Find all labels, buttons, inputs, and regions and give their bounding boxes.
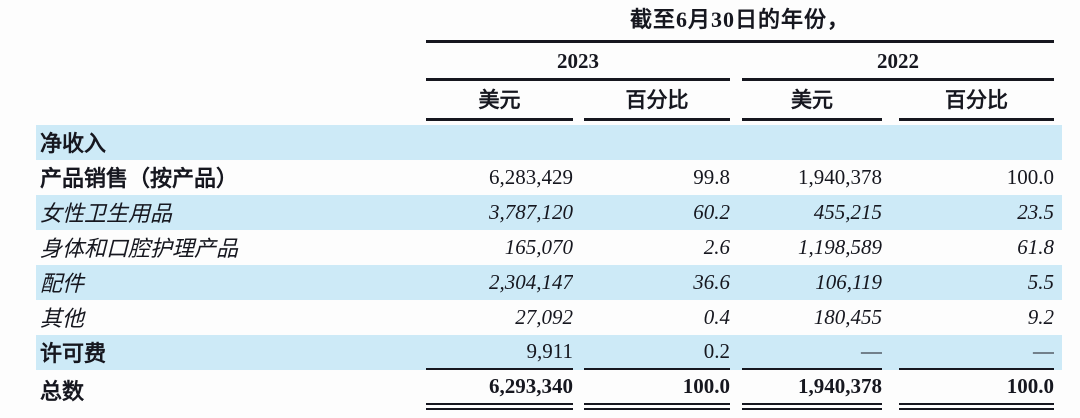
column-header-row: 美元 百分比 美元 百分比: [36, 81, 1062, 121]
usd-2022-value: 1,198,589: [798, 234, 882, 259]
pct-2023-value: 0.2: [584, 335, 730, 370]
usd-2023-value: 165,070: [504, 234, 573, 259]
usd-2022-value: 455,215: [813, 199, 882, 224]
pct-2022-value: 61.8: [1017, 234, 1054, 259]
table-row-total: 总数 6,293,340 100.0 1,940,378 100.0: [36, 370, 1062, 410]
pct-2022-value: 23.5: [1017, 199, 1054, 224]
table-body: 净收入 产品销售（按产品） 6,283,429 99.8 1,940,378 1…: [36, 124, 1062, 410]
pct-2023-value: 60.2: [693, 199, 730, 224]
table-title-row: 截至6月30日的年份，: [36, 5, 1062, 44]
usd-2023-value: 6,293,340: [426, 370, 573, 410]
pct-2022-value: 100.0: [899, 370, 1054, 410]
table-row-other: 其他 27,092 0.4 180,455 9.2: [36, 300, 1062, 335]
usd-2023-value: 9,911: [426, 335, 573, 370]
pct-2022-value: —: [899, 335, 1054, 370]
pct-2023-value: [584, 125, 730, 160]
table-row-net-revenue: 净收入: [36, 124, 1062, 160]
column-header-usd-2022: 美元: [742, 81, 882, 121]
usd-2022-value: 1,940,378: [798, 164, 882, 189]
pct-2023-value: 36.6: [693, 269, 730, 294]
pct-2022-value: 5.5: [1027, 269, 1054, 294]
usd-2022-value: [742, 125, 882, 160]
pct-2022-value: [899, 125, 1054, 160]
year-header-2022: 2022: [742, 43, 1054, 81]
usd-2022-value: 106,119: [815, 269, 882, 294]
usd-2022-value: 180,455: [813, 304, 882, 329]
row-label: 其他: [40, 306, 85, 332]
usd-2023-value: 27,092: [515, 304, 573, 329]
year-header-2023: 2023: [426, 43, 730, 81]
usd-2022-value: —: [742, 335, 882, 370]
row-label: 配件: [40, 271, 85, 297]
pct-2023-value: 0.4: [703, 304, 730, 329]
row-label: 女性卫生用品: [40, 201, 173, 227]
net-revenue-table: 截至6月30日的年份， 2023 2022 美元 百分比 美元 百分比 净收入 …: [36, 5, 1062, 410]
pct-2022-value: 9.2: [1027, 304, 1054, 329]
row-label: 身体和口腔护理产品: [40, 236, 239, 262]
pct-2023-value: 99.8: [693, 164, 730, 189]
table-title: 截至6月30日的年份，: [426, 5, 1054, 44]
pct-2022-value: 100.0: [1006, 164, 1054, 189]
usd-2023-value: 6,283,429: [489, 164, 573, 189]
row-label: 总数: [40, 378, 85, 404]
usd-2023-value: 3,787,120: [489, 199, 573, 224]
table-row-feminine-hygiene: 女性卫生用品 3,787,120 60.2 455,215 23.5: [36, 194, 1062, 230]
table-row-product-sales: 产品销售（按产品） 6,283,429 99.8 1,940,378 100.0: [36, 160, 1062, 195]
table-row-body-oral-care: 身体和口腔护理产品 165,070 2.6 1,198,589 61.8: [36, 230, 1062, 265]
year-header-row: 2023 2022: [36, 43, 1062, 81]
table-row-accessories: 配件 2,304,147 36.6 106,119 5.5: [36, 264, 1062, 300]
row-label: 许可费: [40, 341, 107, 367]
usd-2022-value: 1,940,378: [742, 370, 882, 410]
pct-2023-value: 2.6: [703, 234, 730, 259]
column-header-pct-2023: 百分比: [584, 81, 730, 121]
pct-2023-value: 100.0: [584, 370, 730, 410]
column-header-usd-2023: 美元: [426, 81, 573, 121]
row-label: 产品销售（按产品）: [40, 166, 239, 192]
table-row-license-fees: 许可费 9,911 0.2 — —: [36, 334, 1062, 370]
usd-2023-value: 2,304,147: [489, 269, 573, 294]
column-header-pct-2022: 百分比: [899, 81, 1054, 121]
usd-2023-value: [426, 125, 573, 160]
row-label: 净收入: [40, 131, 107, 157]
